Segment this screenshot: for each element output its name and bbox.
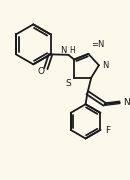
Text: S: S <box>66 79 71 88</box>
Text: N: N <box>124 98 130 107</box>
Text: =N: =N <box>91 40 105 49</box>
Text: N: N <box>60 46 67 55</box>
Text: O: O <box>38 67 45 76</box>
Text: H: H <box>69 46 75 55</box>
Text: F: F <box>105 126 110 135</box>
Text: N: N <box>102 61 108 70</box>
